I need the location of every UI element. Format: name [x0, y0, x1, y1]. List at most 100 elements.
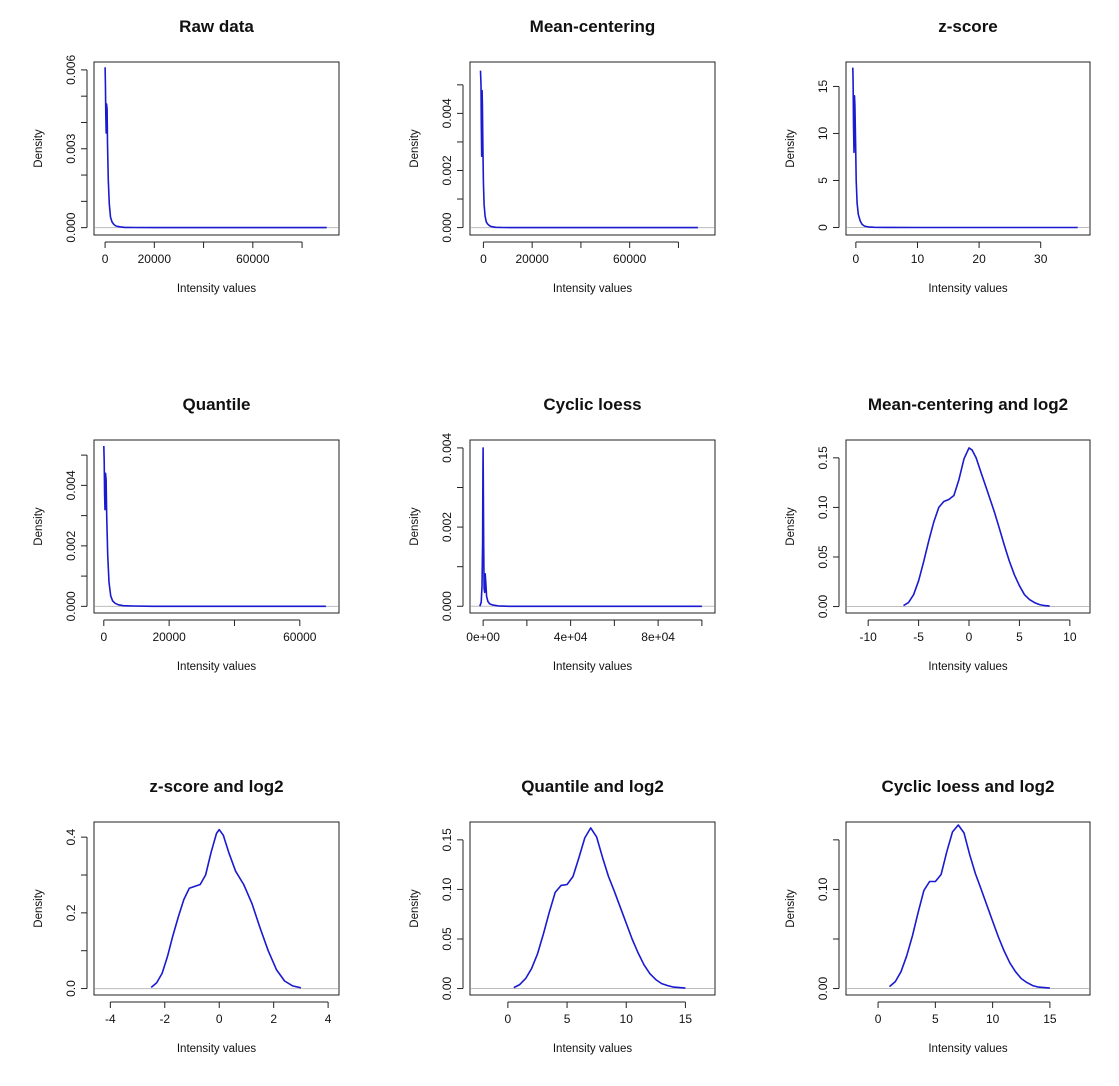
density-curve — [479, 70, 698, 229]
plot-frame — [469, 821, 716, 996]
x-tick-label: 0 — [875, 1012, 882, 1026]
plot-frame — [845, 821, 1091, 996]
x-tick-label: 0 — [480, 252, 487, 266]
y-axis-label: Density — [409, 129, 421, 168]
y-tick-label: 0.000 — [64, 212, 78, 242]
y-axis-label: Density — [33, 129, 45, 168]
y-tick-label: 0.00 — [816, 595, 830, 619]
x-tick-label: 20000 — [152, 630, 186, 644]
y-tick-label: 0 — [816, 224, 830, 231]
x-tick-label: -10 — [860, 630, 878, 644]
plot-frame — [93, 439, 340, 614]
density-curve — [103, 445, 326, 608]
y-tick-label: 0.004 — [64, 470, 78, 500]
x-axis-label: Intensity values — [928, 283, 1008, 295]
y-axis-label: Density — [409, 507, 421, 546]
density-curve — [888, 824, 1050, 989]
y-tick-label: 15 — [816, 79, 830, 93]
x-axis-label: Intensity values — [928, 1043, 1008, 1055]
y-tick-label: 5 — [816, 177, 830, 184]
x-axis-label: Intensity values — [553, 1043, 633, 1055]
x-tick-label: 15 — [679, 1012, 693, 1026]
y-axis-label: Density — [33, 507, 45, 546]
x-axis-label: Intensity values — [177, 661, 257, 673]
x-tick-label: -4 — [105, 1012, 116, 1026]
y-tick-label: 0.10 — [440, 877, 454, 901]
panel-title: z-score and log2 — [149, 777, 283, 796]
y-axis-label: Density — [785, 507, 797, 546]
y-axis-label: Density — [33, 889, 45, 928]
y-tick-label: 0.10 — [816, 495, 830, 519]
x-tick-label: 4e+04 — [554, 630, 588, 644]
y-tick-label: 0.002 — [440, 155, 454, 185]
x-tick-label: 0 — [100, 630, 107, 644]
x-tick-label: 30 — [1034, 252, 1048, 266]
density-panel: Raw data 0 20000 60000 0.000 0.003 0.006 Intens… — [33, 17, 340, 295]
y-axis-label: Density — [785, 129, 797, 168]
x-tick-label: 60000 — [613, 252, 647, 266]
x-tick-label: 8e+04 — [641, 630, 675, 644]
x-axis-label: Intensity values — [553, 283, 633, 295]
y-tick-label: 0.006 — [64, 55, 78, 85]
density-curve — [104, 67, 327, 229]
x-tick-label: 0 — [216, 1012, 223, 1026]
x-axis-label: Intensity values — [177, 283, 257, 295]
x-axis-label: Intensity values — [177, 1043, 257, 1055]
y-tick-label: 0.000 — [440, 212, 454, 242]
y-tick-label: 0.15 — [816, 446, 830, 470]
density-curve — [903, 447, 1050, 607]
y-tick-label: 0.004 — [440, 98, 454, 128]
y-tick-label: 10 — [816, 126, 830, 140]
panel-title: Raw data — [179, 17, 254, 36]
x-tick-label: 4 — [325, 1012, 332, 1026]
y-tick-label: 0.004 — [440, 433, 454, 463]
density-curve — [513, 827, 686, 989]
panel-title: Mean-centering and log2 — [868, 395, 1068, 414]
y-tick-label: 0.000 — [440, 591, 454, 621]
density-panel: Quantile 0 20000 60000 0.000 0.002 0.004 Intens… — [33, 395, 340, 673]
panel-title: Quantile and log2 — [521, 777, 664, 796]
y-tick-label: 0.05 — [440, 927, 454, 951]
x-axis-label: Intensity values — [928, 661, 1008, 673]
x-tick-label: 10 — [620, 1012, 634, 1026]
density-panel: Mean-centering 0 20000 60000 0.000 0.002 0.004… — [409, 17, 716, 295]
density-panel: Mean-centering and log2 -10 -5 0 5 10 0.00 0.05… — [785, 395, 1091, 673]
plot-frame — [93, 61, 340, 236]
x-tick-label: 60000 — [236, 252, 270, 266]
y-tick-label: 0.4 — [64, 828, 78, 845]
x-tick-label: 10 — [911, 252, 925, 266]
x-tick-label: 0 — [853, 252, 860, 266]
x-tick-label: -2 — [159, 1012, 170, 1026]
x-tick-label: 2 — [270, 1012, 277, 1026]
x-tick-label: 0 — [102, 252, 109, 266]
x-tick-label: 10 — [986, 1012, 1000, 1026]
density-panel: z-score and log2 -4 -2 0 2 4 0.0 0.2 0.4 Intensit… — [33, 777, 340, 1055]
x-tick-label: 5 — [1016, 630, 1023, 644]
y-tick-label: 0.05 — [816, 545, 830, 569]
density-curve — [479, 447, 702, 608]
x-tick-label: 0 — [966, 630, 973, 644]
y-tick-label: 0.002 — [64, 531, 78, 561]
y-tick-label: 0.00 — [440, 977, 454, 1001]
y-tick-label: 0.00 — [816, 977, 830, 1001]
y-tick-label: 0.15 — [440, 828, 454, 852]
y-tick-label: 0.10 — [816, 877, 830, 901]
x-tick-label: 10 — [1063, 630, 1077, 644]
y-axis-label: Density — [409, 889, 421, 928]
plot-frame — [469, 439, 716, 614]
x-tick-label: 15 — [1043, 1012, 1057, 1026]
x-tick-label: 20000 — [515, 252, 549, 266]
density-panel: Cyclic loess and log2 0 5 10 15 0.00 0.10 Inten… — [785, 777, 1091, 1055]
y-tick-label: 0.003 — [64, 133, 78, 163]
panel-title: Cyclic loess and log2 — [882, 777, 1055, 796]
panel-title: z-score — [938, 17, 998, 36]
plot-frame — [845, 439, 1091, 614]
x-tick-label: 20000 — [138, 252, 172, 266]
y-tick-label: 0.000 — [64, 591, 78, 621]
density-panel: Cyclic loess 0e+00 4e+04 8e+04 0.000 0.002 0.0… — [409, 395, 716, 673]
y-tick-label: 0.002 — [440, 512, 454, 542]
panel-title: Quantile — [182, 395, 250, 414]
panel-title: Mean-centering — [530, 17, 656, 36]
plot-frame — [469, 61, 716, 236]
